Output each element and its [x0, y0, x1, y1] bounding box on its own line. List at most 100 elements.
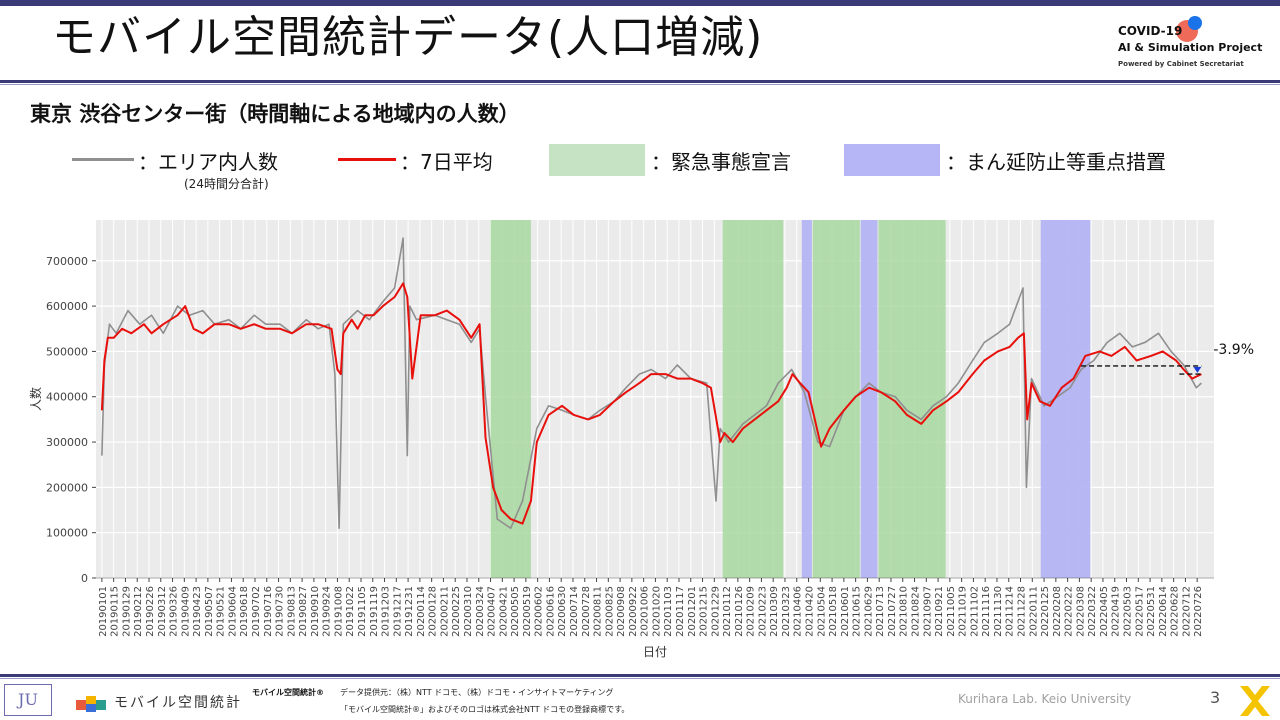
legend-avg-swatch — [338, 158, 396, 161]
x-tick-label: 20220208 — [1052, 586, 1063, 637]
legend-raw-swatch — [72, 158, 134, 161]
x-tick-label: 20220405 — [1099, 586, 1110, 637]
cubes-logo-icon — [76, 696, 106, 712]
x-tick-label: 20200421 — [498, 586, 509, 637]
x-tick-label: 20190618 — [239, 586, 250, 637]
y-tick-label: 300000 — [46, 436, 88, 449]
x-tick-label: 20191105 — [357, 586, 368, 637]
priority-period-band — [1040, 220, 1091, 578]
y-axis-title: 人数 — [28, 387, 43, 411]
legend-avg: ：7日平均 — [338, 144, 528, 184]
logo-line3: Powered by Cabinet Secretariat — [1118, 60, 1244, 68]
x-tick-label: 20220517 — [1134, 586, 1145, 637]
x-tick-label: 20200908 — [616, 586, 627, 637]
x-tick-label: 20200616 — [545, 586, 556, 637]
x-tick-label: 20201229 — [710, 586, 721, 637]
footer-data-source: データ提供元：（株）NTT ドコモ、（株）ドコモ・インサイトマーケティング — [340, 688, 614, 697]
x-tick-label: 20190212 — [133, 586, 144, 637]
y-tick-label: 400000 — [46, 391, 88, 404]
x-tick-label: 20191217 — [392, 586, 403, 637]
x-tick-label: 20200114 — [416, 586, 427, 637]
x-tick-label: 20210907 — [922, 586, 933, 637]
x-tick-label: 20210209 — [746, 586, 757, 637]
y-tick-label: 700000 — [46, 255, 88, 268]
decrease-arrow-icon — [1193, 366, 1202, 373]
area-population-line — [101, 237, 1202, 530]
x-tick-label: 20210518 — [828, 586, 839, 637]
x-tick-label: 20200728 — [581, 586, 592, 637]
x-tick-label: 20210112 — [722, 586, 733, 637]
x-tick-label: 20190521 — [216, 586, 227, 637]
lab-logo-icon: JU — [4, 684, 52, 716]
x-tick-label: 20211116 — [981, 586, 992, 637]
x-tick-label: 20201201 — [687, 586, 698, 637]
x-tick-label: 20200324 — [475, 586, 486, 637]
x-tick-label: 20210824 — [911, 586, 922, 637]
x-tick-label: 20190129 — [121, 586, 132, 637]
legend-priority-label: ：まん延防止等重点措置 — [946, 150, 1166, 174]
x-tick-label: 20201117 — [675, 586, 686, 637]
x-tick-label: 20200519 — [522, 586, 533, 637]
x-tick-label: 20220628 — [1170, 586, 1181, 637]
x-tick-label: 20200630 — [557, 586, 568, 637]
title-divider — [0, 80, 1280, 83]
x-tick-label: 20210323 — [781, 586, 792, 637]
logo-blue-dot-icon — [1188, 16, 1202, 30]
x-tick-label: 20201020 — [651, 586, 662, 637]
x-tick-label: 20201006 — [640, 586, 651, 637]
legend-emergency-swatch — [549, 144, 645, 176]
x-tick-label: 20220111 — [1028, 586, 1039, 637]
page-title: モバイル空間統計データ(人口増減) — [52, 12, 764, 63]
x-tick-label: 20201215 — [699, 586, 710, 637]
seven-day-average-line — [100, 282, 1202, 525]
project-logo: COVID-19 AI & Simulation Project Powered… — [1118, 16, 1274, 72]
x-tick-label: 20220125 — [1040, 586, 1051, 637]
x-tick-label: 20211130 — [993, 586, 1004, 637]
x-tick-label: 20190730 — [275, 586, 286, 637]
x-tick-label: 20190702 — [251, 586, 262, 637]
emergency-period-band — [812, 220, 860, 578]
x-tick-label: 20220726 — [1193, 586, 1204, 637]
x-tick-label: 20220712 — [1181, 586, 1192, 637]
emergency-period-band — [490, 220, 531, 578]
legend-raw-label: ：エリア内人数 — [138, 150, 278, 174]
y-tick-label: 600000 — [46, 300, 88, 313]
x-tick-label: 20220322 — [1087, 586, 1098, 637]
x-tick-label: 20200505 — [510, 586, 521, 637]
legend-area: ：エリア内人数 — [72, 144, 312, 184]
x-tick-label: 20211019 — [958, 586, 969, 637]
x-tick-label: 20210601 — [840, 586, 851, 637]
population-chart: 0 100000 200000 300000 400000 500000 600000 700… — [28, 220, 1254, 659]
x-tick-label: 20210223 — [757, 586, 768, 637]
top-accent-bar — [0, 0, 1280, 6]
x-tick-label: 20220222 — [1064, 586, 1075, 637]
x-tick-label: 20190115 — [110, 586, 121, 637]
footer-divider — [0, 674, 1280, 677]
x-tick-label: 20210713 — [875, 586, 886, 637]
priority-period-band — [860, 220, 878, 578]
y-tick-label: 100000 — [46, 527, 88, 540]
x-tick-label: 20200602 — [534, 586, 545, 637]
x-tick-label: 20210126 — [734, 586, 745, 637]
x-tick-label: 20220614 — [1158, 586, 1169, 637]
x-tick-label: 20210309 — [769, 586, 780, 637]
x-tick-label: 20200310 — [463, 586, 474, 637]
emergency-period-band — [878, 220, 946, 578]
legend-priority: ：まん延防止等重点措置 — [844, 144, 1224, 184]
change-annotation: -3.9% — [1213, 342, 1254, 358]
x-tick-label: 20210406 — [793, 586, 804, 637]
x-tick-label: 20191231 — [404, 586, 415, 637]
title-divider-thin — [0, 84, 1280, 85]
footer-trademark: 「モバイル空間統計®」およびそのロゴは株式会社NTT ドコモの登録商標です。 — [340, 705, 630, 714]
x-tick-label: 20210727 — [887, 586, 898, 637]
x-tick-label: 20220419 — [1111, 586, 1122, 637]
x-tick-label: 20190910 — [310, 586, 321, 637]
x-tick-label: 20190423 — [192, 586, 203, 637]
x-tick-label: 20211214 — [1005, 586, 1016, 637]
x-tick-label: 20190226 — [145, 586, 156, 637]
x-tick-label: 20210629 — [863, 586, 874, 637]
x-tick-label: 20200407 — [487, 586, 498, 637]
y-tick-label: 500000 — [46, 345, 88, 358]
x-tick-label: 20190101 — [98, 586, 109, 637]
footer-brand: モバイル空間統計 — [114, 695, 242, 711]
